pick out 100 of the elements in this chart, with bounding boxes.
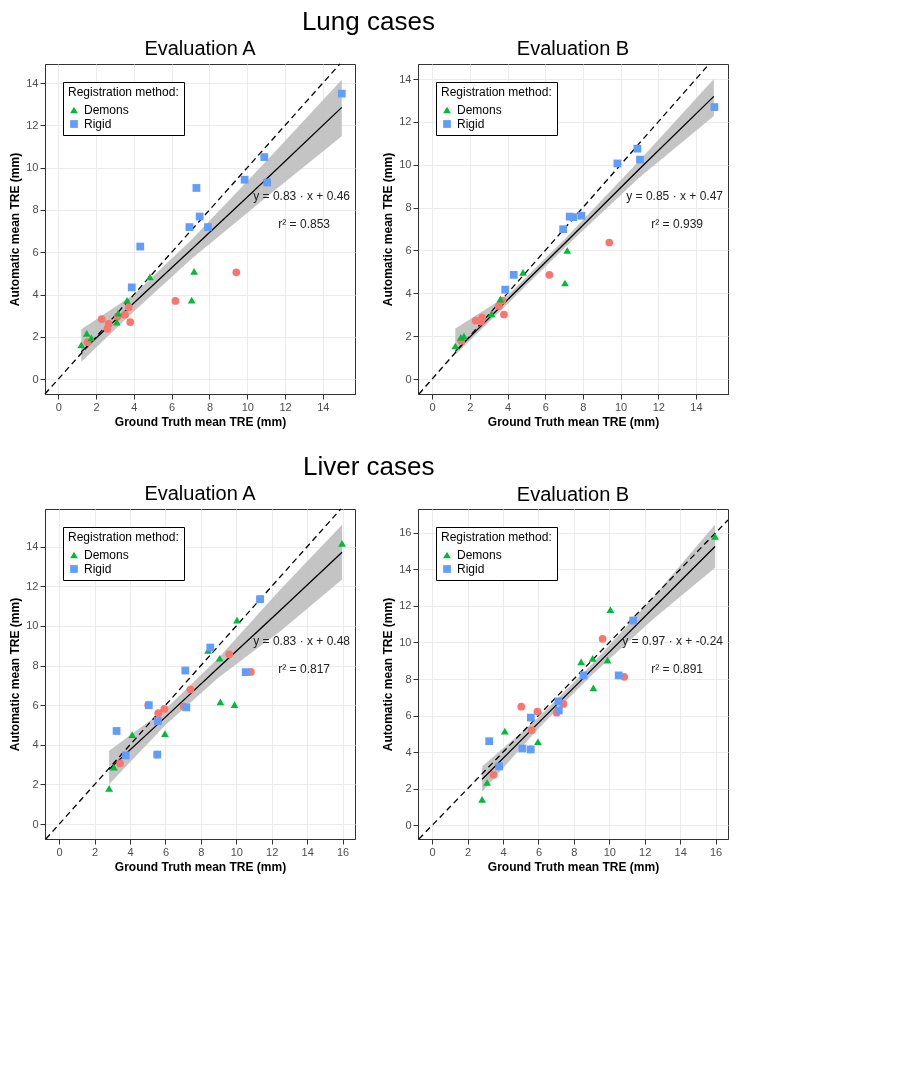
x-tick-label: 12 [639,845,652,858]
x-tick-label: 2 [93,400,100,413]
x-tick-label: 8 [198,845,205,858]
x-tick-label: 0 [55,400,62,413]
annotation: y = 0.83 · x + 0.48 [253,634,351,648]
x-tick-label: 14 [690,400,703,413]
x-tick-label: 8 [580,400,587,413]
legend-label: Rigid [84,562,112,576]
y-tick-label: 14 [399,72,412,85]
x-axis-title: Ground Truth mean TRE (mm) [487,859,660,874]
x-axis-title: Ground Truth mean TRE (mm) [114,414,287,429]
annotation: r² = 0.891 [651,662,704,676]
y-tick-label: 12 [399,599,412,612]
legend-label: Demons [457,103,502,117]
y-tick-label: 12 [26,579,39,592]
x-tick-label: 16 [336,845,350,858]
y-tick-label: 10 [26,619,39,632]
x-tick-label: 10 [230,845,243,858]
y-tick-label: 6 [32,698,39,711]
chart-subtitle: Evaluation B [516,483,630,505]
legend-title: Registration method: [441,85,552,99]
y-tick-label: 8 [405,201,412,214]
y-tick-label: 14 [26,540,39,553]
chart-title: Liver cases [302,450,435,481]
y-axis-title: Automatic mean TRE (mm) [381,152,396,307]
y-tick-label: 0 [32,817,39,830]
chart-subtitle: Evaluation A [144,482,257,505]
x-tick-label: 12 [266,845,279,858]
y-tick-label: 8 [32,659,39,672]
x-tick-label: 10 [603,845,616,858]
y-tick-label: 10 [26,161,39,174]
x-tick-label: 12 [652,400,665,413]
x-tick-label: 6 [535,845,543,858]
y-axis-title: Automatic mean TRE (mm) [8,597,23,752]
y-tick-label: 14 [26,76,39,89]
annotation: y = 0.83 · x + 0.46 [253,189,351,203]
legend-label: Demons [84,103,129,117]
legend-label: Rigid [84,117,112,131]
chart-title: Lung cases [301,5,435,36]
annotation: r² = 0.853 [278,217,331,231]
x-tick-label: 0 [429,845,436,858]
y-tick-label: 4 [32,288,39,301]
legend-label: Demons [457,548,502,562]
x-tick-label: 2 [465,845,472,858]
y-tick-label: 8 [32,203,39,216]
y-tick-label: 16 [399,526,412,539]
x-tick-label: 2 [92,845,99,858]
y-tick-label: 6 [405,243,412,256]
x-tick-label: 4 [131,400,138,413]
x-tick-label: 6 [542,400,549,413]
y-tick-label: 10 [399,158,412,171]
y-tick-label: 0 [32,372,39,385]
y-tick-label: 4 [405,286,412,299]
y-tick-label: 0 [405,372,412,385]
x-tick-label: 2 [467,400,474,413]
x-tick-label: 12 [279,400,292,413]
x-tick-label: 0 [429,400,436,413]
y-tick-label: 0 [405,818,412,831]
annotation: y = 0.97 · x + -0.24 [622,634,724,648]
x-tick-label: 0 [56,845,63,858]
annotation: r² = 0.817 [278,662,331,676]
legend-title: Registration method: [68,530,179,544]
y-tick-label: 6 [405,709,412,722]
x-tick-label: 6 [162,845,170,858]
x-tick-label: 8 [206,400,214,413]
legend-title: Registration method: [68,85,179,99]
x-tick-label: 16 [709,845,723,858]
legend-label: Demons [84,548,129,562]
legend-title: Registration method: [441,530,552,544]
y-tick-label: 8 [405,672,412,685]
legend-label: Rigid [457,117,485,131]
legend-label: Rigid [457,562,485,576]
x-tick-label: 4 [500,845,507,858]
x-axis-title: Ground Truth mean TRE (mm) [114,859,287,874]
y-tick-label: 10 [399,635,412,648]
y-axis-title: Automatic mean TRE (mm) [381,597,396,752]
annotation: y = 0.85 · x + 0.47 [626,189,724,203]
y-tick-label: 4 [405,745,412,758]
y-tick-label: 12 [26,118,39,131]
annotation: r² = 0.939 [651,217,704,231]
y-tick-label: 4 [32,738,39,751]
x-tick-label: 4 [504,400,512,413]
y-tick-label: 2 [405,782,412,795]
x-tick-label: 10 [241,400,254,413]
y-tick-label: 6 [32,245,39,258]
y-tick-label: 14 [399,562,412,575]
y-tick-label: 2 [405,329,412,342]
chart-subtitle: Evaluation B [516,37,630,60]
x-axis-title: Ground Truth mean TRE (mm) [487,414,660,429]
chart-subtitle: Evaluation A [144,37,257,60]
x-tick-label: 4 [127,845,134,858]
y-tick-label: 2 [32,778,39,790]
x-tick-label: 14 [317,400,330,413]
y-tick-label: 2 [32,330,39,343]
x-tick-label: 14 [674,845,687,858]
y-tick-label: 12 [399,115,412,128]
x-tick-label: 6 [169,400,176,413]
y-axis-title: Automatic mean TRE (mm) [8,152,23,307]
x-tick-label: 8 [571,845,578,858]
x-tick-label: 14 [301,845,314,858]
